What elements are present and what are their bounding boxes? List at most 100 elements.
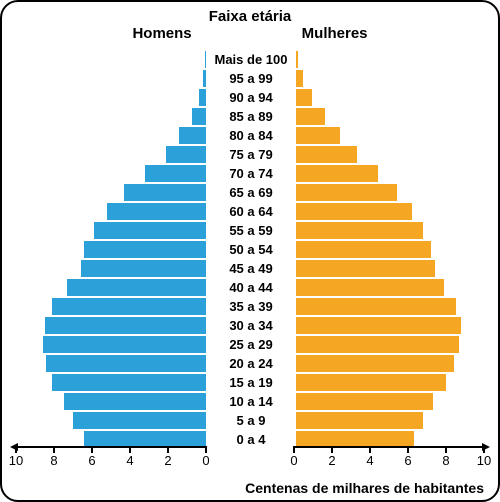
age-label: 90 a 94: [206, 91, 296, 104]
bar-container-left: [16, 69, 206, 88]
bar-women: [296, 127, 340, 144]
bar-container-right: [296, 126, 486, 145]
axis-tick-label: 0: [290, 453, 297, 468]
bar-container-left: [16, 126, 206, 145]
age-label: 70 a 74: [206, 167, 296, 180]
axis-tick-label: 2: [328, 453, 335, 468]
axis-line-left: [16, 446, 206, 448]
bar-container-left: [16, 164, 206, 183]
bar-men: [81, 260, 206, 277]
bar-container-left: [16, 297, 206, 316]
age-label: 45 a 49: [206, 262, 296, 275]
bar-men: [52, 298, 206, 315]
bar-container-left: [16, 259, 206, 278]
axis-tick-label: 8: [442, 453, 449, 468]
bar-container-left: [16, 202, 206, 221]
bar-container-right: [296, 107, 486, 126]
axis-tick-label: 6: [404, 453, 411, 468]
axis-tick: [445, 446, 447, 453]
bar-container-right: [296, 316, 486, 335]
bar-men: [179, 127, 206, 144]
bar-men: [64, 393, 207, 410]
axis-tick: [167, 446, 169, 453]
pyramid-row: 15 a 19: [16, 373, 484, 392]
bar-women: [296, 89, 312, 106]
pyramid-row: 5 a 9: [16, 411, 484, 430]
pyramid-row: 85 a 89: [16, 107, 484, 126]
axis-tick-label: 4: [366, 453, 373, 468]
axis-tick-label: 10: [477, 453, 491, 468]
age-label: 40 a 44: [206, 281, 296, 294]
bar-container-left: [16, 240, 206, 259]
pyramid-row: 70 a 74: [16, 164, 484, 183]
bar-men: [145, 165, 206, 182]
bar-men: [94, 222, 206, 239]
bar-women: [296, 336, 459, 353]
age-label: 75 a 79: [206, 148, 296, 161]
bar-container-right: [296, 335, 486, 354]
bar-container-right: [296, 88, 486, 107]
bar-men: [84, 241, 206, 258]
pyramid-row: 25 a 29: [16, 335, 484, 354]
age-label: 10 a 14: [206, 395, 296, 408]
pyramid-row: 45 a 49: [16, 259, 484, 278]
bar-container-right: [296, 392, 486, 411]
bar-women: [296, 108, 325, 125]
bar-men: [52, 374, 206, 391]
axis-tick: [53, 446, 55, 453]
bar-container-right: [296, 183, 486, 202]
x-axis-label: Centenas de milhares de habitantes: [245, 480, 484, 496]
bar-women: [296, 241, 431, 258]
bar-container-left: [16, 373, 206, 392]
age-label: 0 a 4: [206, 433, 296, 446]
age-label: 60 a 64: [206, 205, 296, 218]
bar-container-left: [16, 145, 206, 164]
bar-container-right: [296, 50, 486, 69]
pyramid-row: 90 a 94: [16, 88, 484, 107]
bar-container-left: [16, 335, 206, 354]
bar-women: [296, 222, 423, 239]
bar-container-right: [296, 202, 486, 221]
bar-container-left: [16, 392, 206, 411]
bar-men: [67, 279, 206, 296]
axis-tick: [483, 446, 485, 453]
bar-women: [296, 355, 454, 372]
bar-container-right: [296, 373, 486, 392]
pyramid-row: 35 a 39: [16, 297, 484, 316]
axis-tick-label: 0: [202, 453, 209, 468]
bar-container-left: [16, 183, 206, 202]
chart-frame: Faixa etária Homens Mulheres Mais de 100…: [0, 0, 500, 502]
bar-container-right: [296, 354, 486, 373]
axis-tick-label: 6: [88, 453, 95, 468]
bar-men: [107, 203, 206, 220]
bar-container-right: [296, 297, 486, 316]
axis-tick: [407, 446, 409, 453]
bar-women: [296, 279, 444, 296]
bar-men: [192, 108, 206, 125]
bar-men: [205, 51, 206, 68]
pyramid-row: 80 a 84: [16, 126, 484, 145]
age-label: 30 a 34: [206, 319, 296, 332]
axis-tick: [369, 446, 371, 453]
age-label: 65 a 69: [206, 186, 296, 199]
axis-tick-label: 4: [126, 453, 133, 468]
bar-men: [43, 336, 206, 353]
age-label: 55 a 59: [206, 224, 296, 237]
bar-container-left: [16, 354, 206, 373]
bar-men: [46, 355, 206, 372]
bar-container-right: [296, 240, 486, 259]
age-label: 80 a 84: [206, 129, 296, 142]
title-men: Homens: [132, 25, 191, 42]
x-axis-left: 1086420: [16, 446, 206, 480]
bar-container-left: [16, 278, 206, 297]
bar-women: [296, 260, 435, 277]
bar-container-right: [296, 164, 486, 183]
axis-tick: [205, 446, 207, 453]
bar-women: [296, 203, 412, 220]
titles: Faixa etária Homens Mulheres: [2, 8, 498, 42]
bar-women: [296, 393, 433, 410]
age-label: Mais de 100: [206, 53, 296, 66]
pyramid-row: 50 a 54: [16, 240, 484, 259]
bar-women: [296, 412, 423, 429]
bar-women: [296, 146, 357, 163]
